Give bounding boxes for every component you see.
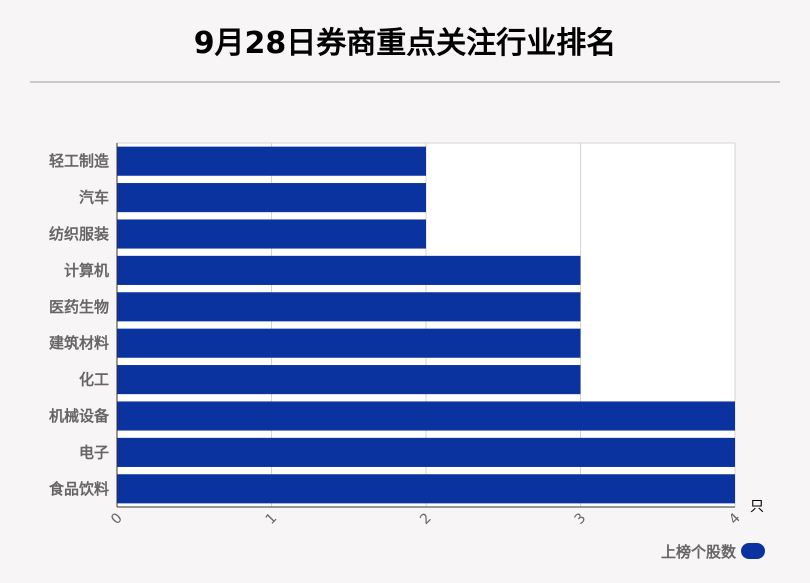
x-tick-label: 3: [572, 510, 590, 528]
category-label: 纺织服装: [49, 225, 110, 243]
x-tick-label: 2: [417, 510, 435, 528]
bar: [117, 183, 426, 213]
bar: [117, 437, 735, 467]
category-label: 食品饮料: [49, 480, 109, 498]
x-tick-label: 0: [108, 510, 126, 528]
category-label: 汽车: [79, 189, 109, 207]
legend[interactable]: 上榜个股数: [661, 541, 766, 561]
category-label: 机械设备: [49, 407, 110, 425]
bar: [117, 146, 426, 176]
chart-title: 9月28日券商重点关注行业排名: [193, 26, 617, 61]
category-label: 建筑材料: [49, 334, 109, 352]
x-tick-label: 4: [726, 510, 744, 528]
category-label: 医药生物: [49, 298, 109, 316]
bar: [117, 328, 581, 358]
category-label: 电子: [79, 443, 109, 461]
title-divider: [30, 81, 780, 83]
bar: [117, 292, 581, 322]
bar: [117, 365, 581, 395]
bar: [117, 401, 735, 431]
bar: [117, 219, 426, 249]
category-label: 化工: [79, 371, 109, 389]
legend-label: 上榜个股数: [661, 542, 737, 561]
bar: [117, 255, 581, 285]
category-label: 计算机: [64, 261, 109, 279]
x-unit-label: 只: [750, 499, 764, 515]
bar: [117, 474, 735, 504]
category-label: 轻工制造: [49, 152, 109, 170]
legend-swatch: [741, 543, 766, 559]
x-tick-label: 1: [263, 510, 281, 528]
